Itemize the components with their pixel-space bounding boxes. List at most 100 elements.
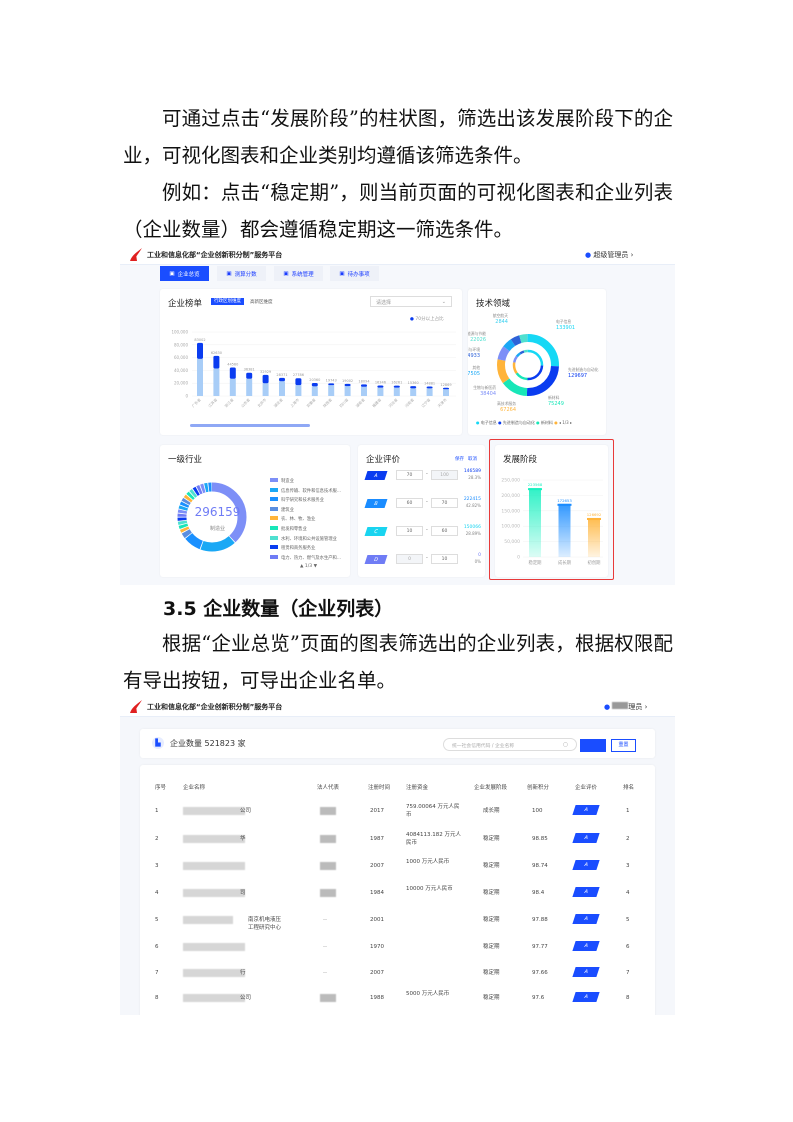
company-name[interactable]: 华 <box>240 836 246 842</box>
industry-pager[interactable]: ▲ 1/3 ▼ <box>300 564 318 569</box>
bar-top[interactable] <box>361 384 367 387</box>
ranking-bar-chart[interactable]: 0 20,000 40,000 60,000 80,000 100,000 83002 广东省… <box>160 319 462 429</box>
industry-donut[interactable] <box>170 475 265 560</box>
bar-top[interactable] <box>426 386 433 389</box>
bar-base[interactable] <box>410 388 417 396</box>
legend-item[interactable]: 信息传输、软件和信息技术服... <box>270 487 341 498</box>
stage-bar-cap[interactable] <box>557 503 572 506</box>
industry-segment[interactable] <box>177 482 247 552</box>
bar-top[interactable] <box>213 355 220 369</box>
tab-region[interactable]: 行政区划维度 <box>211 298 244 305</box>
bar-top[interactable] <box>262 374 269 384</box>
company-name[interactable]: 南京机电液压工程研究中心 <box>248 917 282 931</box>
bar-base[interactable] <box>443 389 449 396</box>
donut-segment[interactable] <box>497 334 559 396</box>
cancel-button[interactable]: 取消 <box>468 457 477 462</box>
grade-badge: D <box>364 555 388 564</box>
bar-top[interactable] <box>197 342 203 359</box>
inner-ring-segment[interactable] <box>512 349 544 381</box>
bar-top[interactable] <box>443 387 449 390</box>
bar-base[interactable] <box>344 386 351 396</box>
tab-hightech-zone[interactable]: 高新区维度 <box>250 300 273 305</box>
user-menu[interactable]: ● 理员 › <box>604 702 648 711</box>
save-button[interactable]: 保存 <box>455 457 464 462</box>
user-menu[interactable]: ● 超级管理员 › <box>585 251 634 259</box>
bar-base[interactable] <box>393 387 400 396</box>
y-tick-label: 20,000 <box>174 381 188 386</box>
user-icon: ● <box>604 703 611 711</box>
min-score-input[interactable]: 0 <box>396 554 423 564</box>
data-label: 16261 <box>391 381 402 385</box>
industry-segment[interactable] <box>177 482 247 552</box>
company-name[interactable]: 行 <box>240 970 246 976</box>
inner-ring-segment[interactable] <box>512 349 544 381</box>
bar-base[interactable] <box>361 386 367 396</box>
development-stage-chart[interactable]: 0 50,000 100,000 150,000 200,000 250,000 22356… <box>495 470 608 577</box>
bar-base[interactable] <box>262 383 269 396</box>
bar-base[interactable] <box>377 387 384 396</box>
export-button[interactable] <box>580 739 606 752</box>
bar-base[interactable] <box>279 381 285 396</box>
legend-item[interactable]: 水利、环境和公共设施管理业 <box>270 535 341 546</box>
bar-top[interactable] <box>279 377 285 382</box>
stage-bar[interactable] <box>529 488 541 557</box>
pager[interactable]: 1/3 <box>562 420 569 425</box>
stage-bar-cap[interactable] <box>528 488 542 491</box>
min-score-input[interactable]: 10 <box>396 526 423 536</box>
bar-base[interactable] <box>295 385 302 396</box>
stage-bar[interactable] <box>558 503 571 557</box>
company-name[interactable]: 公司 <box>240 808 252 814</box>
donut-segment[interactable] <box>497 334 559 396</box>
max-score-input[interactable]: 100 <box>431 470 458 480</box>
region-select[interactable]: 请选择 ⌄ <box>370 296 452 307</box>
legend-item[interactable]: 批发和零售业 <box>270 525 341 536</box>
tab-3[interactable]: ▣ 待办事项 <box>330 266 379 281</box>
bar-top[interactable] <box>393 385 400 388</box>
stage-bar-cap[interactable] <box>587 517 601 520</box>
inner-ring-segment[interactable] <box>512 349 544 381</box>
legend-item[interactable]: 科学研究和技术服务业 <box>270 497 341 507</box>
legend-item[interactable]: 农、林、牧、渔业 <box>270 516 341 526</box>
bar-base[interactable] <box>197 358 203 396</box>
dev-stage: 成长期 <box>483 808 500 814</box>
bar-top[interactable] <box>229 367 236 379</box>
horizontal-scrollbar[interactable] <box>190 424 310 427</box>
bar-base[interactable] <box>426 388 433 396</box>
bar-top[interactable] <box>328 383 335 386</box>
bar-top[interactable] <box>377 385 384 388</box>
bar-base[interactable] <box>213 368 220 396</box>
stage-bar[interactable] <box>588 517 600 557</box>
max-score-input[interactable]: 60 <box>431 526 458 536</box>
user-icon: ● <box>585 251 592 259</box>
min-score-input[interactable]: 60 <box>396 498 423 508</box>
max-score-input[interactable]: 70 <box>431 498 458 508</box>
donut-segment[interactable] <box>497 334 559 396</box>
bar-top[interactable] <box>410 386 417 389</box>
max-score-input[interactable]: 10 <box>431 554 458 564</box>
legend-item[interactable]: 电力、热力、燃气及水生产和... <box>270 554 341 565</box>
chart-legend: ● 70分以上占比 <box>410 317 444 322</box>
min-score-input[interactable]: 70 <box>396 470 423 480</box>
company-name[interactable]: 司 <box>240 890 246 896</box>
bar-top[interactable] <box>344 383 351 387</box>
bar-top[interactable] <box>246 372 253 379</box>
search-input[interactable]: 统一社会信用代码 / 企业名称 ○ <box>443 738 577 751</box>
bar-base[interactable] <box>229 378 236 396</box>
reset-button[interactable]: 重置 <box>611 739 636 752</box>
tab-1[interactable]: ▣ 测算分数 <box>217 266 266 281</box>
bar-top[interactable] <box>295 378 302 386</box>
bar-base[interactable] <box>311 386 318 396</box>
company-name[interactable]: 公司 <box>240 995 252 1001</box>
bar-top[interactable] <box>311 382 318 387</box>
bar-base[interactable] <box>246 378 253 396</box>
legend-item[interactable]: 制造业 <box>270 478 341 488</box>
legend-item[interactable]: 租赁和商务服务业 <box>270 545 341 555</box>
tab-2[interactable]: ▣ 系统管理 <box>274 266 323 281</box>
tab-0[interactable]: ▣ 企业总览 <box>160 266 209 281</box>
grade-percent: 28.3% <box>468 475 481 480</box>
redacted-name <box>183 807 245 815</box>
redacted-name <box>183 994 245 1002</box>
bar-base[interactable] <box>328 385 335 396</box>
legend-item[interactable]: 建筑业 <box>270 506 341 517</box>
